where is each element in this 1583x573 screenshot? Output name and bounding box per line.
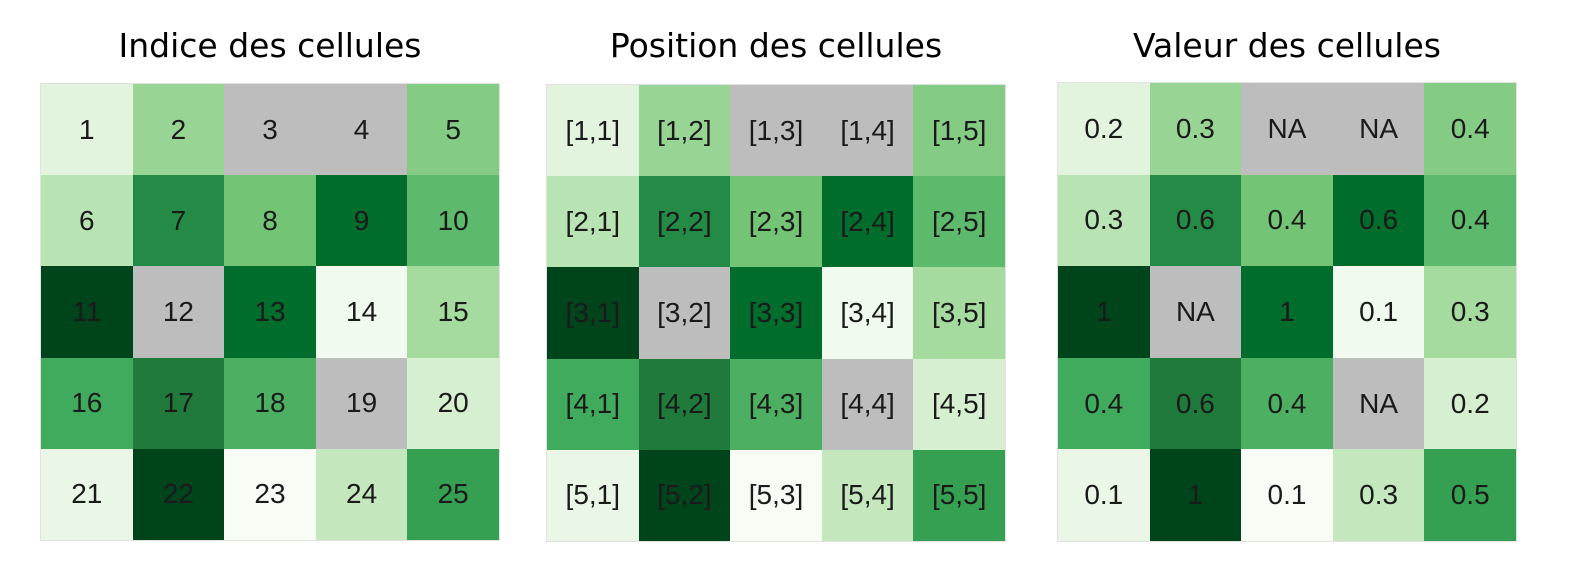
cell-grid: 1 2 3 4 5 6 7 8 9 10 11 12 13 14 15 16 17 18 19 20 21 22 23 24 2… xyxy=(40,83,500,541)
grid-cell: [5,1] xyxy=(547,449,639,541)
grid-cell: 16 xyxy=(41,357,133,449)
grid-cell: 0.4 xyxy=(1424,174,1516,267)
grid-cell: [1,1] xyxy=(547,85,639,177)
grid-cell: 0.1 xyxy=(1241,449,1333,541)
grid-cell: [2,2] xyxy=(638,176,731,268)
grid-cell: 0.2 xyxy=(1424,357,1516,450)
grid-cell: 10 xyxy=(407,175,499,267)
grid-cell: [1,3] xyxy=(730,85,822,177)
grid-cell: 23 xyxy=(224,448,316,540)
grid-cell: 0.3 xyxy=(1149,83,1242,175)
grid-cell: 4 xyxy=(315,84,408,176)
grid-cell: 0.1 xyxy=(1058,449,1150,541)
grid-cell: [2,3] xyxy=(730,176,822,268)
grid-cell: 20 xyxy=(407,357,499,449)
grid-cell: 13 xyxy=(224,266,316,358)
grid-cell: 7 xyxy=(132,175,225,267)
grid-cell: 1 xyxy=(41,84,133,176)
grid-cell: NA xyxy=(1241,83,1333,175)
grid-cell: 8 xyxy=(224,175,316,267)
grid-cell: [2,5] xyxy=(913,176,1005,268)
grid-cell: 0.4 xyxy=(1241,174,1333,267)
panel-title: Valeur des cellules xyxy=(1133,26,1441,65)
grid-cell: [4,3] xyxy=(730,358,822,450)
grid-cell: [1,4] xyxy=(821,85,914,177)
grid-cell: 25 xyxy=(407,448,499,540)
grid-cell: 1 xyxy=(1241,266,1333,358)
grid-cell: 12 xyxy=(132,266,225,358)
grid-cell: 14 xyxy=(315,266,408,358)
grid-cell: [2,1] xyxy=(547,176,639,268)
grid-cell: NA xyxy=(1332,357,1425,450)
grid-cell: NA xyxy=(1149,266,1242,358)
grid-cell: 0.6 xyxy=(1149,174,1242,267)
grid-cell: NA xyxy=(1332,83,1425,175)
grid-cell: [4,5] xyxy=(913,358,1005,450)
grid-cell: 3 xyxy=(224,84,316,176)
grid-cell: 0.3 xyxy=(1058,174,1150,267)
grid-cell: [1,2] xyxy=(638,85,731,177)
grid-cell: 9 xyxy=(315,175,408,267)
grid-cell: 0.2 xyxy=(1058,83,1150,175)
grid-cell: [5,4] xyxy=(821,449,914,541)
grid-cell: [4,4] xyxy=(821,358,914,450)
grid-cell: 0.1 xyxy=(1332,266,1425,358)
panel-title: Position des cellules xyxy=(609,26,943,65)
grid-cell: 1 xyxy=(1149,449,1242,541)
grid-cell: 2 xyxy=(132,84,225,176)
grid-cell: 22 xyxy=(132,448,225,540)
grid-cell: [2,4] xyxy=(821,176,914,268)
grid-cell: 5 xyxy=(407,84,499,176)
panel-title: Indice des cellules xyxy=(118,26,422,65)
grid-cell: [3,3] xyxy=(730,267,822,359)
grid-cell: 1 xyxy=(1058,266,1150,358)
grid-cell: 24 xyxy=(315,448,408,540)
grid-cell: 0.5 xyxy=(1424,449,1516,541)
grid-cell: 0.6 xyxy=(1149,357,1242,450)
grid-cell: 21 xyxy=(41,448,133,540)
grid-cell: 0.4 xyxy=(1241,357,1333,450)
grid-cell: 0.4 xyxy=(1058,357,1150,450)
grid-cell: [3,2] xyxy=(638,267,731,359)
grid-cell: 15 xyxy=(407,266,499,358)
grid-cell: 0.6 xyxy=(1332,174,1425,267)
grid-cell: 19 xyxy=(315,357,408,449)
grid-cell: [4,2] xyxy=(638,358,731,450)
grid-cell: 17 xyxy=(132,357,225,449)
grid-cell: 18 xyxy=(224,357,316,449)
grid-cell: 0.4 xyxy=(1424,83,1516,175)
cell-grid: 0.2 0.3 NA NA 0.4 0.3 0.6 0.4 0.6 0.4 1 NA 1 0.1 0.3 0.… xyxy=(1057,82,1517,542)
grid-cell: 0.3 xyxy=(1332,449,1425,541)
grid-cell: [3,5] xyxy=(913,267,1005,359)
grid-cell: 6 xyxy=(41,175,133,267)
cell-grid: [1,1] [1,2] [1,3] [1,4] [1,5] [2,1] [2,2] [2,3]… xyxy=(546,84,1006,542)
grid-cell: 11 xyxy=(41,266,133,358)
grid-cell: [1,5] xyxy=(913,85,1005,177)
grid-cell: [5,5] xyxy=(913,449,1005,541)
grid-cell: [5,3] xyxy=(730,449,822,541)
grid-cell: [3,1] xyxy=(547,267,639,359)
grid-cell: [3,4] xyxy=(821,267,914,359)
grid-cell: 0.3 xyxy=(1424,266,1516,358)
grid-cell: [5,2] xyxy=(638,449,731,541)
grid-cell: [4,1] xyxy=(547,358,639,450)
